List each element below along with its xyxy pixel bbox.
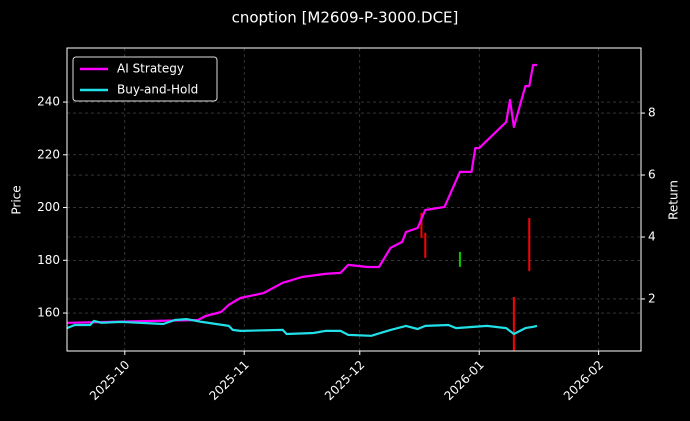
series-line <box>66 318 538 337</box>
y-axis-label: Price <box>10 185 24 214</box>
plot-frame <box>66 47 642 352</box>
y2-tick-label: 2 <box>648 291 656 305</box>
y2-tick-label: 4 <box>648 229 656 243</box>
y-tick-label: 240 <box>37 95 60 109</box>
y2-axis-label: Return <box>667 180 681 220</box>
y2-tick-label: 8 <box>648 106 656 120</box>
legend-box <box>72 56 218 102</box>
y-tick-label: 220 <box>37 147 60 161</box>
legend-label: AI Strategy <box>117 62 184 76</box>
y-tick-label: 160 <box>37 306 60 320</box>
x-tick-label: 2025-12 <box>322 358 367 403</box>
y-tick-label: 180 <box>37 253 60 267</box>
legend: AI Strategy Buy-and-Hold <box>72 56 218 102</box>
chart-title: cnoption [M2609-P-3000.DCE] <box>232 9 459 27</box>
y-tick-label: 200 <box>37 200 60 214</box>
series-line <box>66 63 537 324</box>
x-tick-label: 2026-01 <box>441 358 486 403</box>
x-tick-label: 2025-11 <box>206 358 251 403</box>
x-tick-label: 2026-02 <box>561 358 606 403</box>
x-tick-label: 2025-10 <box>87 358 132 403</box>
y2-tick-label: 6 <box>648 168 656 182</box>
legend-label: Buy-and-Hold <box>117 83 198 97</box>
